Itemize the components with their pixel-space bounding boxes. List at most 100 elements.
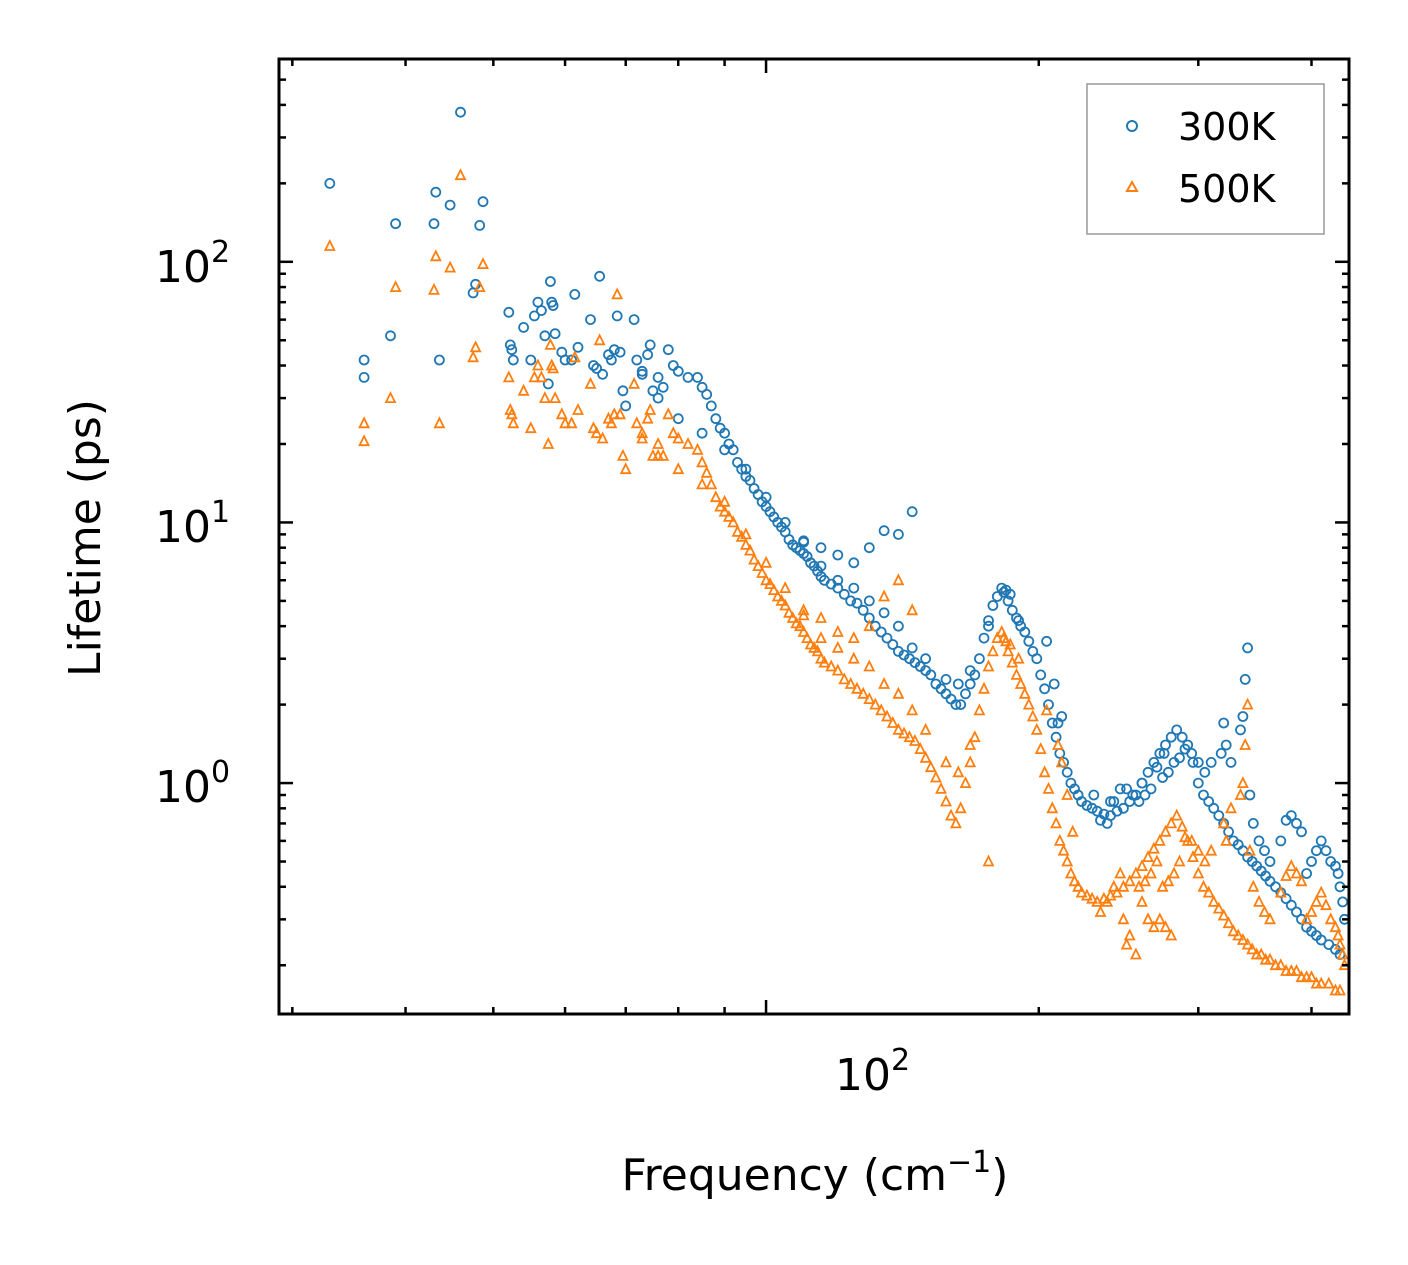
marker-500k-268: [1295, 874, 1308, 887]
marker-500k-270: [1285, 859, 1298, 871]
marker-500k-132: [1030, 722, 1043, 735]
marker-500k-73: [756, 565, 769, 578]
marker-500k-218: [847, 651, 860, 664]
marker-500k-83: [794, 619, 806, 632]
marker-500k-78: [775, 593, 788, 606]
marker-500k-117: [968, 730, 981, 743]
marker-300k-180: [1270, 881, 1281, 893]
marker-500k-174: [1241, 937, 1254, 950]
marker-500k-193: [892, 573, 905, 586]
marker-300k-95: [851, 597, 863, 609]
marker-500k-46: [628, 376, 641, 389]
marker-500k-260: [1315, 885, 1328, 898]
marker-500k-201: [982, 854, 995, 867]
marker-500k-91: [825, 659, 838, 672]
marker-500k-56: [672, 431, 685, 444]
marker-300k-33: [572, 341, 584, 353]
marker-300k-27: [547, 300, 559, 311]
marker-300k-206: [1220, 739, 1232, 751]
marker-500k-257: [1300, 912, 1313, 925]
marker-300k-25: [545, 276, 556, 287]
marker-500k-281: [1147, 920, 1160, 933]
marker-500k-211: [952, 765, 965, 778]
marker-500k-59: [696, 455, 709, 468]
marker-500k-157: [1153, 833, 1166, 846]
marker-300k-13: [477, 196, 489, 208]
marker-500k-118: [973, 703, 986, 716]
marker-500k-210: [964, 737, 977, 750]
marker-300k-52: [652, 371, 664, 383]
legend-marker-300k: [1126, 120, 1138, 132]
marker-300k-225: [906, 642, 918, 654]
marker-300k-7: [433, 354, 445, 366]
marker-500k-276: [1247, 879, 1260, 892]
marker-500k-29: [555, 407, 568, 420]
marker-500k-222: [779, 581, 792, 593]
marker-500k-101: [886, 715, 899, 728]
marker-300k-2: [358, 371, 370, 383]
marker-500k-244: [1179, 830, 1191, 843]
marker-300k-258: [1259, 845, 1270, 857]
marker-500k-261: [1320, 898, 1332, 911]
marker-500k-151: [1117, 879, 1130, 892]
marker-500k-275: [1253, 894, 1265, 907]
marker-500k-108: [924, 760, 937, 773]
marker-300k-121: [987, 600, 999, 611]
marker-500k-153: [1129, 866, 1142, 879]
marker-500k-47: [630, 416, 643, 429]
marker-300k-53: [657, 381, 669, 393]
marker-300k-18: [518, 321, 529, 333]
marker-500k-80: [783, 605, 795, 618]
marker-500k-262: [1324, 912, 1337, 925]
marker-300k-274: [1139, 789, 1151, 801]
marker-500k-271: [1280, 868, 1293, 881]
marker-300k-198: [832, 549, 844, 561]
marker-300k-202: [1239, 674, 1251, 685]
marker-300k-219: [1000, 584, 1012, 596]
marker-500k-278: [1165, 928, 1178, 941]
marker-500k-12: [473, 280, 486, 293]
marker-500k-139: [1057, 843, 1070, 856]
marker-500k-221: [797, 608, 810, 621]
marker-500k-38: [596, 431, 609, 444]
marker-500k-187: [1305, 970, 1318, 983]
marker-500k-7: [433, 416, 446, 429]
marker-500k-284: [1117, 912, 1130, 925]
marker-300k-261: [1244, 789, 1256, 801]
marker-500k-70: [744, 543, 756, 556]
marker-500k-22: [535, 370, 548, 383]
marker-500k-184: [1290, 963, 1303, 976]
marker-500k-171: [1227, 924, 1240, 937]
marker-300k-263: [1215, 748, 1227, 759]
marker-500k-160: [1170, 808, 1183, 821]
marker-300k-229: [848, 582, 860, 594]
marker-300k-233: [779, 517, 791, 528]
marker-300k-17: [507, 354, 519, 366]
marker-300k-227: [878, 607, 890, 619]
marker-300k-115: [960, 688, 971, 700]
marker-300k-259: [1253, 835, 1265, 847]
marker-500k-167: [1207, 894, 1220, 907]
marker-300k-271: [1162, 766, 1174, 778]
y-tick-label-10: 101: [155, 495, 230, 553]
marker-500k-229: [636, 426, 649, 439]
marker-500k-228: [652, 448, 665, 461]
marker-300k-214: [1052, 717, 1064, 729]
marker-500k-23: [538, 391, 551, 404]
legend-label-300k: 300K: [1178, 105, 1277, 149]
marker-300k-44: [617, 385, 629, 397]
marker-500k-203: [1066, 824, 1079, 837]
marker-500k-173: [1236, 932, 1249, 945]
marker-500k-88: [811, 644, 824, 657]
marker-500k-245: [1173, 854, 1186, 867]
marker-300k-216: [1041, 635, 1052, 647]
marker-300k-197: [848, 557, 860, 569]
marker-500k-4: [389, 280, 402, 293]
marker-500k-8: [444, 260, 457, 273]
marker-500k-198: [831, 624, 844, 637]
marker-500k-33: [572, 402, 584, 415]
marker-500k-102: [892, 722, 905, 735]
marker-300k-250: [1337, 896, 1349, 908]
marker-500k-161: [1176, 819, 1189, 832]
marker-300k-49: [642, 349, 653, 361]
